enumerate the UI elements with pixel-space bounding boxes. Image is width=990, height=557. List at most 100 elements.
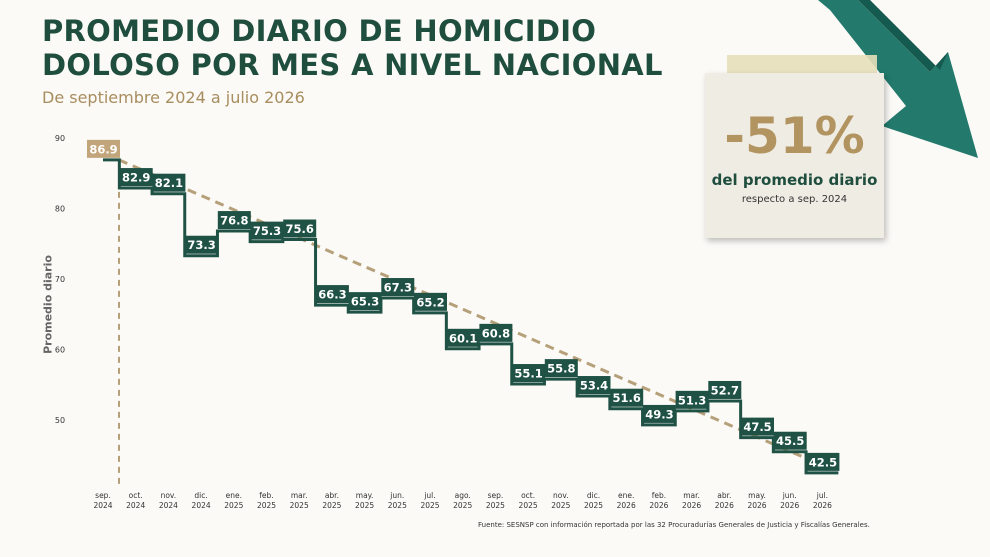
data-label: 53.4 (580, 379, 608, 393)
data-label-box (152, 173, 186, 192)
data-label-box (610, 388, 644, 407)
data-label-box (544, 359, 578, 378)
x-tick-year: 2025 (290, 501, 309, 510)
callout-text-1: del promedio diario (711, 171, 878, 189)
x-tick-label: feb. (259, 491, 273, 500)
data-label: 75.3 (253, 224, 281, 238)
data-label: 67.3 (384, 281, 412, 295)
x-tick-year: 2026 (780, 501, 799, 510)
x-tick-year: 2026 (813, 501, 832, 510)
chart-subtitle: De septiembre 2024 a julio 2026 (42, 88, 305, 107)
data-label: 86.9 (89, 142, 117, 156)
data-label-box (708, 380, 742, 399)
data-label: 60.1 (449, 331, 477, 345)
x-tick-label: jul. (423, 491, 435, 500)
x-tick-year: 2025 (322, 501, 341, 510)
data-label: 66.3 (318, 288, 346, 302)
data-label-box (512, 364, 546, 383)
x-tick-label: dic. (194, 491, 207, 500)
x-tick-year: 2025 (584, 501, 603, 510)
data-label: 82.1 (155, 176, 183, 190)
data-label: 82.9 (122, 171, 150, 185)
x-tick-label: sep. (488, 491, 504, 500)
x-tick-label: nov. (161, 491, 177, 500)
data-label-box (381, 278, 415, 297)
data-label-box (446, 328, 480, 347)
data-label: 60.8 (482, 326, 510, 340)
data-label-box (741, 417, 774, 436)
data-label: 51.3 (678, 393, 706, 407)
data-label: 73.3 (187, 238, 215, 252)
callout-value: -51% (724, 107, 865, 165)
x-tick-label: may. (356, 491, 374, 500)
x-tick-year: 2025 (453, 501, 472, 510)
data-label: 65.3 (351, 295, 379, 309)
y-tick-label: 80 (55, 205, 65, 214)
data-label: 52.7 (711, 383, 739, 397)
data-label-box (806, 452, 840, 471)
data-label-box (119, 168, 153, 187)
x-tick-year: 2024 (93, 501, 112, 510)
data-label: 47.5 (743, 420, 771, 434)
callout-card: -51% del promedio diario respecto a sep.… (705, 73, 884, 238)
x-tick-label: jul. (816, 491, 828, 500)
down-trend-arrow-icon (818, 0, 978, 158)
callout-text-2: respecto a sep. 2024 (741, 194, 848, 205)
data-label-box (217, 211, 251, 230)
x-tick-label: ene. (618, 491, 634, 500)
x-tick-year: 2026 (747, 501, 766, 510)
x-tick-year: 2025 (420, 501, 439, 510)
x-tick-year: 2026 (649, 501, 668, 510)
x-tick-label: feb. (652, 491, 666, 500)
x-tick-label: ene. (226, 491, 242, 500)
x-tick-label: mar. (291, 491, 308, 500)
data-label-box (773, 431, 807, 450)
y-tick-label: 50 (55, 416, 65, 425)
y-tick-label: 70 (55, 275, 65, 284)
x-tick-year: 2025 (388, 501, 407, 510)
x-tick-year: 2025 (551, 501, 570, 510)
data-label-box (414, 292, 447, 311)
data-label-box (87, 139, 120, 158)
data-label-box (315, 285, 349, 304)
data-label-box (348, 292, 382, 311)
data-label-box (283, 219, 317, 238)
x-tick-label: oct. (129, 491, 143, 500)
data-label: 42.5 (809, 455, 837, 469)
x-tick-label: sep. (95, 491, 111, 500)
x-tick-year: 2025 (355, 501, 374, 510)
x-tick-year: 2026 (715, 501, 734, 510)
x-tick-year: 2026 (617, 501, 636, 510)
x-tick-label: jun. (782, 491, 797, 500)
x-tick-label: may. (748, 491, 766, 500)
x-tick-label: ago. (455, 491, 471, 500)
x-tick-year: 2025 (224, 501, 243, 510)
x-tick-year: 2026 (682, 501, 701, 510)
chart-title: PROMEDIO DIARIO DE HOMICIDIO DOLOSO POR … (42, 14, 663, 82)
data-label: 65.2 (416, 295, 444, 309)
data-label: 76.8 (220, 214, 248, 228)
x-tick-year: 2024 (126, 501, 145, 510)
data-label-box (185, 235, 219, 254)
data-label: 55.1 (514, 367, 542, 381)
source-note: Fuente: SESNSP con información reportada… (478, 521, 870, 529)
data-label-box (479, 323, 513, 342)
x-tick-year: 2025 (519, 501, 538, 510)
x-tick-year: 2024 (159, 501, 178, 510)
y-tick-label: 60 (55, 346, 65, 355)
x-tick-year: 2024 (192, 501, 211, 510)
x-tick-label: abr. (717, 491, 731, 500)
x-tick-label: abr. (325, 491, 339, 500)
data-label-box (250, 221, 284, 240)
x-tick-label: dic. (587, 491, 600, 500)
x-tick-label: mar. (683, 491, 700, 500)
x-tick-year: 2025 (486, 501, 505, 510)
data-label: 49.3 (645, 407, 673, 421)
data-label-box (675, 390, 709, 409)
title-line-2: DOLOSO POR MES A NIVEL NACIONAL (42, 48, 663, 82)
data-label: 45.5 (776, 434, 804, 448)
x-tick-year: 2025 (257, 501, 276, 510)
title-line-1: PROMEDIO DIARIO DE HOMICIDIO (42, 14, 597, 48)
y-tick-label: 90 (55, 134, 65, 143)
data-label-box (577, 376, 611, 395)
